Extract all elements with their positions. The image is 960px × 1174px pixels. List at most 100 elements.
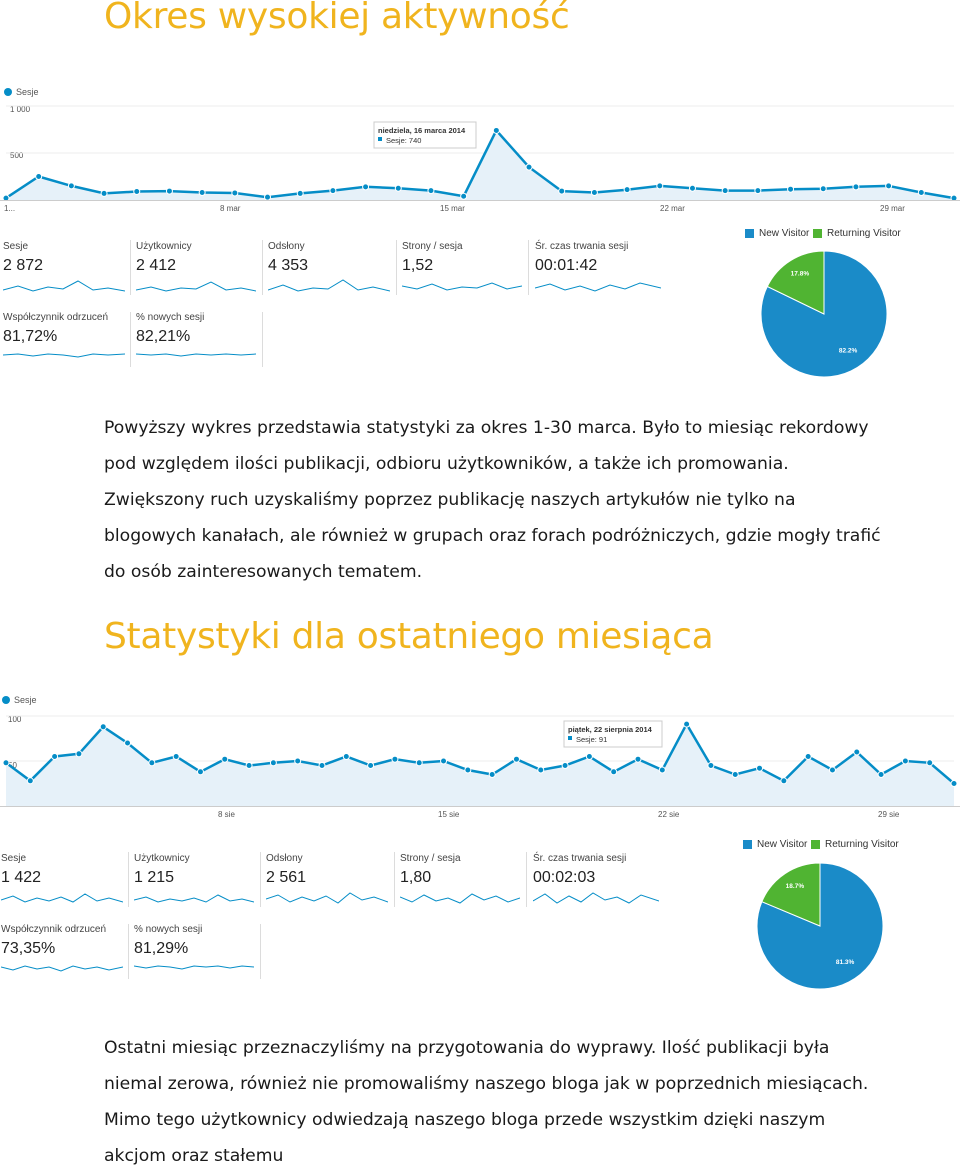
- legend-label: Sesje: [14, 695, 37, 705]
- x-tick-label: 29 mar: [880, 204, 905, 213]
- paragraph: Powyższy wykres przedstawia statystyki z…: [104, 418, 881, 582]
- data-point: [75, 750, 83, 758]
- legend-swatch-icon: [813, 229, 822, 238]
- data-point: [658, 766, 666, 774]
- metric-new-sessions: % nowych sesji 81,29%: [134, 924, 254, 979]
- data-point: [172, 753, 180, 760]
- x-tick-label: 22 sie: [658, 810, 680, 819]
- pie-slice-label: 17.8%: [791, 271, 810, 278]
- data-point: [231, 189, 239, 197]
- x-tick-label: 29 sie: [878, 810, 900, 819]
- data-point: [707, 762, 715, 769]
- sparkline: [1, 893, 123, 903]
- data-point: [2, 759, 10, 767]
- data-point: [780, 777, 788, 785]
- data-point: [294, 757, 302, 765]
- y-tick-label: 50: [8, 761, 17, 770]
- data-point: [950, 194, 958, 202]
- data-point: [688, 184, 696, 192]
- data-point: [318, 762, 326, 769]
- data-point: [828, 766, 836, 774]
- data-point: [99, 723, 107, 731]
- legend-label: Sesje: [16, 87, 39, 97]
- metric-bounce-rate: Współczynnik odrzuceń 73,35%: [1, 924, 123, 979]
- metric-pages-per-session: Strony / sesja 1,80: [400, 853, 520, 908]
- section-heading: Okres wysokiej aktywność: [104, 0, 570, 37]
- sparkline: [136, 353, 256, 357]
- sparkline: [134, 894, 254, 903]
- metric-pageviews: Odsłony 4 353: [268, 241, 390, 296]
- metric-users: Użytkownicy 2 412: [136, 241, 256, 296]
- sparkline: [3, 280, 125, 292]
- data-point: [885, 182, 893, 190]
- metric-avg-session-duration: Śr. czas trwania sesji 00:02:03: [533, 853, 659, 908]
- data-point: [221, 755, 229, 763]
- data-point: [460, 192, 468, 200]
- legend-swatch-icon: [743, 840, 752, 849]
- x-tick-label: 15 mar: [440, 204, 465, 213]
- legend-swatch-icon: [745, 229, 754, 238]
- series-area: [6, 724, 954, 806]
- pie-legend-new: New Visitor: [743, 839, 807, 850]
- metric-sessions: Sesje 1 422: [1, 853, 123, 908]
- sparkline: [268, 279, 390, 292]
- data-point: [427, 187, 435, 195]
- data-point: [917, 188, 925, 196]
- data-point: [721, 187, 729, 195]
- data-point: [51, 753, 59, 760]
- data-point: [26, 777, 34, 785]
- section-heading: Statystyki dla ostatniego miesiąca: [104, 616, 714, 657]
- data-point: [804, 753, 812, 760]
- sparkline: [535, 282, 661, 292]
- data-point: [558, 187, 566, 195]
- metric-pages-per-session: Strony / sesja 1,52: [402, 241, 522, 296]
- x-tick-label: 1...: [4, 204, 15, 213]
- data-point: [100, 189, 108, 197]
- data-point: [561, 762, 569, 769]
- paragraph: Ostatni miesiąc przeznaczyliśmy na przyg…: [104, 1038, 869, 1166]
- pie-slice-label: 82.2%: [839, 348, 858, 355]
- chart-plot-area: [2, 105, 958, 202]
- sessions-chart-march: Sesje 1 000 500 1... 8 mar 15 mar 22 mar 29 …: [0, 87, 960, 213]
- data-point: [329, 187, 337, 195]
- y-tick-label: 1 000: [10, 105, 31, 114]
- data-point: [362, 183, 370, 191]
- metric-pageviews: Odsłony 2 561: [266, 853, 388, 908]
- metric-avg-session-duration: Śr. czas trwania sesji 00:01:42: [535, 241, 661, 296]
- pie-legend-new: New Visitor: [745, 228, 809, 239]
- legend-dot-icon: [4, 88, 12, 96]
- series-line: [5, 721, 955, 785]
- sessions-chart-august: Sesje 100 50 8 sie 15 sie 22 sie 29 sie pią…: [0, 695, 960, 819]
- data-point: [819, 185, 827, 193]
- pie-slice-label: 18.7%: [786, 883, 805, 890]
- data-point: [926, 759, 934, 767]
- data-point: [852, 183, 860, 191]
- series-line: [5, 128, 955, 200]
- data-point: [464, 766, 472, 774]
- data-point: [394, 184, 402, 192]
- data-point: [415, 759, 423, 767]
- data-point: [198, 188, 206, 196]
- data-point: [367, 762, 375, 769]
- pie-slice-returning-visitor: [766, 250, 825, 315]
- data-point: [877, 771, 885, 778]
- data-point: [950, 780, 958, 787]
- data-point: [754, 187, 762, 195]
- x-axis: 1... 8 mar 15 mar 22 mar 29 mar: [0, 200, 960, 213]
- data-point: [590, 188, 598, 196]
- tooltip-value: Sesje: 740: [386, 136, 421, 145]
- sparkline: [134, 965, 254, 970]
- data-point: [787, 185, 795, 193]
- pie-slice-label: 81.3%: [836, 959, 855, 966]
- data-point: [492, 126, 500, 134]
- sparkline: [402, 282, 522, 291]
- data-point: [269, 759, 277, 767]
- data-point: [623, 186, 631, 194]
- metric-new-sessions: % nowych sesji 82,21%: [136, 312, 256, 367]
- x-axis: 8 sie 15 sie 22 sie 29 sie: [0, 806, 960, 819]
- sparkline: [1, 965, 123, 972]
- data-point: [296, 189, 304, 197]
- data-point: [585, 753, 593, 760]
- data-point: [512, 755, 520, 763]
- sparkline: [136, 281, 256, 292]
